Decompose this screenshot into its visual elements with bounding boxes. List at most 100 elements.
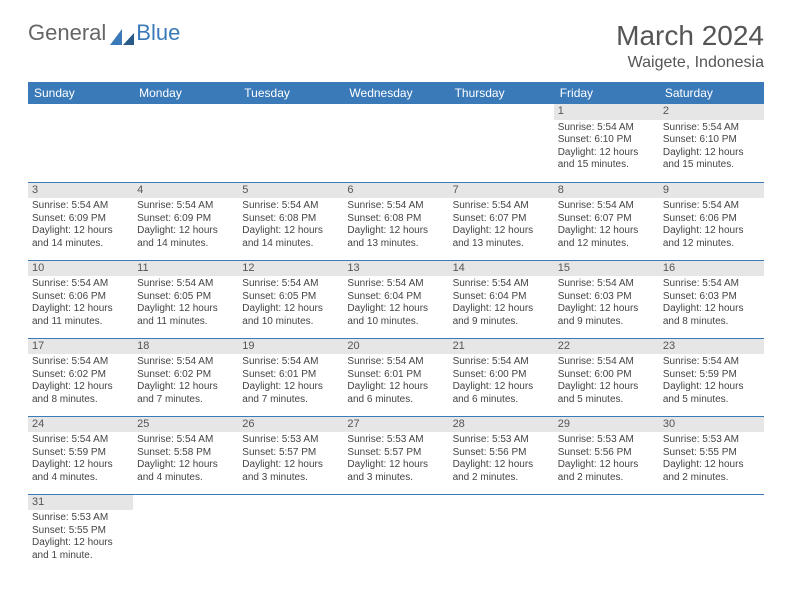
sunset-line: Sunset: 6:10 PM bbox=[663, 134, 760, 147]
sunset-line: Sunset: 6:08 PM bbox=[242, 213, 339, 226]
daylight2-line: and 10 minutes. bbox=[347, 316, 444, 329]
day-content: Sunrise: 5:54 AMSunset: 6:07 PMDaylight:… bbox=[554, 198, 659, 254]
calendar-cell bbox=[238, 104, 343, 182]
day-content: Sunrise: 5:54 AMSunset: 6:00 PMDaylight:… bbox=[554, 354, 659, 410]
daylight1-line: Daylight: 12 hours bbox=[137, 225, 234, 238]
sunset-line: Sunset: 6:00 PM bbox=[558, 369, 655, 382]
day-number: 3 bbox=[28, 183, 133, 199]
day-content: Sunrise: 5:53 AMSunset: 5:56 PMDaylight:… bbox=[449, 432, 554, 488]
sunset-line: Sunset: 6:00 PM bbox=[453, 369, 550, 382]
daylight1-line: Daylight: 12 hours bbox=[558, 381, 655, 394]
day-number: 6 bbox=[343, 183, 448, 199]
daylight1-line: Daylight: 12 hours bbox=[32, 225, 129, 238]
sunrise-line: Sunrise: 5:54 AM bbox=[242, 200, 339, 213]
daylight1-line: Daylight: 12 hours bbox=[663, 381, 760, 394]
day-content: Sunrise: 5:54 AMSunset: 6:02 PMDaylight:… bbox=[133, 354, 238, 410]
daylight2-line: and 10 minutes. bbox=[242, 316, 339, 329]
sunrise-line: Sunrise: 5:54 AM bbox=[32, 278, 129, 291]
day-number: 9 bbox=[659, 183, 764, 199]
day-number: 13 bbox=[343, 261, 448, 277]
calendar-cell: 13Sunrise: 5:54 AMSunset: 6:04 PMDayligh… bbox=[343, 260, 448, 338]
sunrise-line: Sunrise: 5:54 AM bbox=[347, 356, 444, 369]
sunset-line: Sunset: 6:07 PM bbox=[558, 213, 655, 226]
day-content: Sunrise: 5:53 AMSunset: 5:55 PMDaylight:… bbox=[659, 432, 764, 488]
calendar-table: Sunday Monday Tuesday Wednesday Thursday… bbox=[28, 82, 764, 572]
sunrise-line: Sunrise: 5:53 AM bbox=[242, 434, 339, 447]
daylight1-line: Daylight: 12 hours bbox=[347, 225, 444, 238]
sunrise-line: Sunrise: 5:54 AM bbox=[453, 278, 550, 291]
weekday-header: Tuesday bbox=[238, 82, 343, 104]
calendar-cell bbox=[449, 104, 554, 182]
daylight2-line: and 4 minutes. bbox=[32, 472, 129, 485]
calendar-cell: 11Sunrise: 5:54 AMSunset: 6:05 PMDayligh… bbox=[133, 260, 238, 338]
location-label: Waigete, Indonesia bbox=[616, 54, 764, 72]
sunset-line: Sunset: 5:55 PM bbox=[32, 525, 129, 538]
day-content: Sunrise: 5:54 AMSunset: 6:04 PMDaylight:… bbox=[449, 276, 554, 332]
day-number: 11 bbox=[133, 261, 238, 277]
calendar-cell: 21Sunrise: 5:54 AMSunset: 6:00 PMDayligh… bbox=[449, 338, 554, 416]
daylight2-line: and 7 minutes. bbox=[242, 394, 339, 407]
calendar-cell bbox=[133, 494, 238, 572]
day-number: 4 bbox=[133, 183, 238, 199]
sunrise-line: Sunrise: 5:54 AM bbox=[453, 200, 550, 213]
daylight1-line: Daylight: 12 hours bbox=[453, 225, 550, 238]
daylight1-line: Daylight: 12 hours bbox=[137, 303, 234, 316]
day-content: Sunrise: 5:54 AMSunset: 6:09 PMDaylight:… bbox=[133, 198, 238, 254]
daylight2-line: and 14 minutes. bbox=[242, 238, 339, 251]
day-content: Sunrise: 5:54 AMSunset: 6:05 PMDaylight:… bbox=[133, 276, 238, 332]
day-content: Sunrise: 5:53 AMSunset: 5:55 PMDaylight:… bbox=[28, 510, 133, 566]
day-content: Sunrise: 5:54 AMSunset: 6:10 PMDaylight:… bbox=[554, 120, 659, 176]
day-content: Sunrise: 5:54 AMSunset: 5:59 PMDaylight:… bbox=[28, 432, 133, 488]
calendar-cell bbox=[659, 494, 764, 572]
day-content: Sunrise: 5:54 AMSunset: 6:10 PMDaylight:… bbox=[659, 120, 764, 176]
sunset-line: Sunset: 6:06 PM bbox=[32, 291, 129, 304]
sunrise-line: Sunrise: 5:54 AM bbox=[137, 356, 234, 369]
sunset-line: Sunset: 6:04 PM bbox=[453, 291, 550, 304]
daylight2-line: and 15 minutes. bbox=[558, 159, 655, 172]
sunrise-line: Sunrise: 5:53 AM bbox=[32, 512, 129, 525]
daylight2-line: and 2 minutes. bbox=[663, 472, 760, 485]
day-number: 2 bbox=[659, 104, 764, 120]
sunrise-line: Sunrise: 5:54 AM bbox=[453, 356, 550, 369]
sunrise-line: Sunrise: 5:54 AM bbox=[137, 434, 234, 447]
weekday-header: Wednesday bbox=[343, 82, 448, 104]
daylight1-line: Daylight: 12 hours bbox=[32, 459, 129, 472]
calendar-cell: 6Sunrise: 5:54 AMSunset: 6:08 PMDaylight… bbox=[343, 182, 448, 260]
day-number: 23 bbox=[659, 339, 764, 355]
daylight1-line: Daylight: 12 hours bbox=[347, 459, 444, 472]
day-number: 26 bbox=[238, 417, 343, 433]
weekday-header: Sunday bbox=[28, 82, 133, 104]
sunset-line: Sunset: 6:05 PM bbox=[137, 291, 234, 304]
daylight1-line: Daylight: 12 hours bbox=[558, 147, 655, 160]
daylight2-line: and 11 minutes. bbox=[137, 316, 234, 329]
sunrise-line: Sunrise: 5:54 AM bbox=[137, 200, 234, 213]
sunset-line: Sunset: 5:59 PM bbox=[663, 369, 760, 382]
calendar-cell: 12Sunrise: 5:54 AMSunset: 6:05 PMDayligh… bbox=[238, 260, 343, 338]
sunset-line: Sunset: 6:07 PM bbox=[453, 213, 550, 226]
daylight2-line: and 1 minute. bbox=[32, 550, 129, 563]
calendar-cell: 8Sunrise: 5:54 AMSunset: 6:07 PMDaylight… bbox=[554, 182, 659, 260]
sunset-line: Sunset: 6:01 PM bbox=[242, 369, 339, 382]
day-number: 10 bbox=[28, 261, 133, 277]
daylight1-line: Daylight: 12 hours bbox=[663, 459, 760, 472]
daylight2-line: and 11 minutes. bbox=[32, 316, 129, 329]
calendar-row: 24Sunrise: 5:54 AMSunset: 5:59 PMDayligh… bbox=[28, 416, 764, 494]
calendar-row: 10Sunrise: 5:54 AMSunset: 6:06 PMDayligh… bbox=[28, 260, 764, 338]
sunset-line: Sunset: 6:10 PM bbox=[558, 134, 655, 147]
daylight1-line: Daylight: 12 hours bbox=[663, 225, 760, 238]
daylight2-line: and 2 minutes. bbox=[558, 472, 655, 485]
day-number: 15 bbox=[554, 261, 659, 277]
sunrise-line: Sunrise: 5:54 AM bbox=[32, 200, 129, 213]
day-number: 1 bbox=[554, 104, 659, 120]
calendar-header-row: Sunday Monday Tuesday Wednesday Thursday… bbox=[28, 82, 764, 104]
day-content: Sunrise: 5:54 AMSunset: 6:01 PMDaylight:… bbox=[238, 354, 343, 410]
sunrise-line: Sunrise: 5:54 AM bbox=[558, 122, 655, 135]
calendar-cell: 24Sunrise: 5:54 AMSunset: 5:59 PMDayligh… bbox=[28, 416, 133, 494]
day-content: Sunrise: 5:53 AMSunset: 5:57 PMDaylight:… bbox=[238, 432, 343, 488]
calendar-cell: 26Sunrise: 5:53 AMSunset: 5:57 PMDayligh… bbox=[238, 416, 343, 494]
sunset-line: Sunset: 6:08 PM bbox=[347, 213, 444, 226]
logo: General Blue bbox=[28, 20, 180, 46]
calendar-cell bbox=[343, 494, 448, 572]
daylight2-line: and 8 minutes. bbox=[32, 394, 129, 407]
day-content: Sunrise: 5:54 AMSunset: 6:03 PMDaylight:… bbox=[554, 276, 659, 332]
